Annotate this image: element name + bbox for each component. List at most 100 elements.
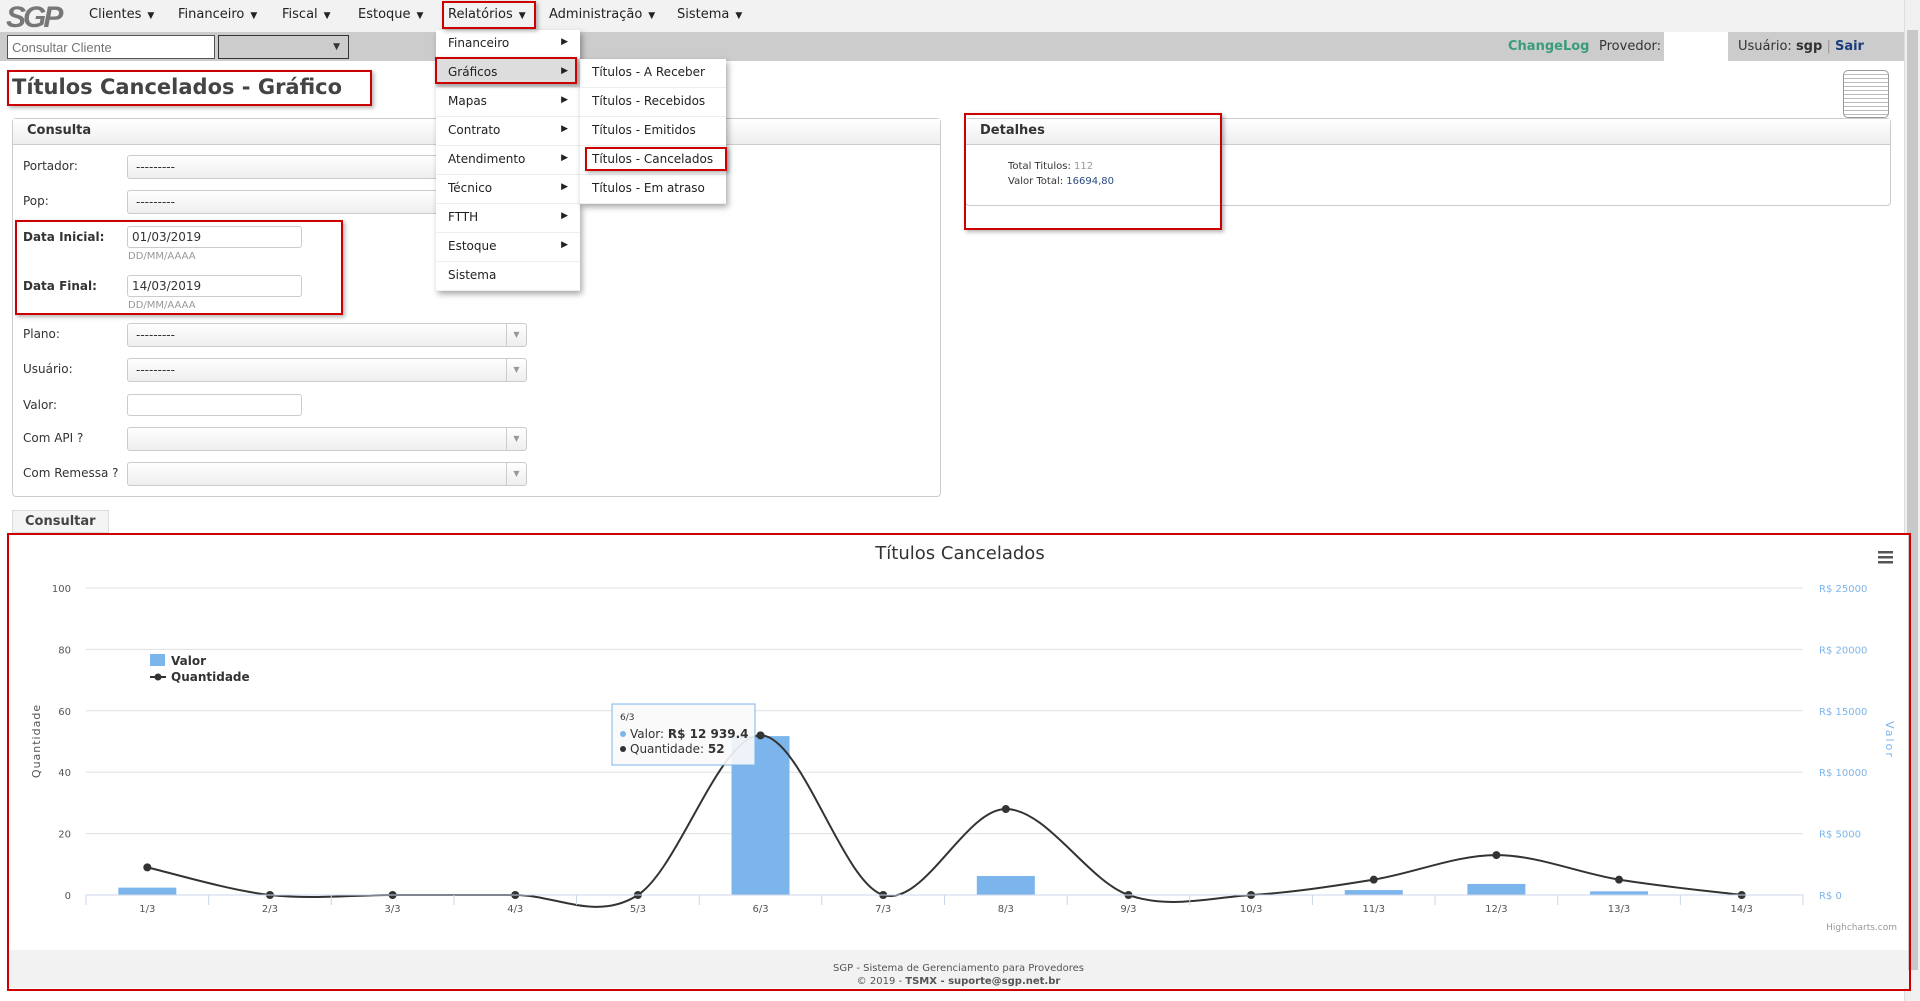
footer: SGP - Sistema de Gerenciamento para Prov…	[9, 950, 1908, 988]
chart-title: Títulos Cancelados	[874, 543, 1044, 564]
data-final-label: Data Final:	[23, 279, 97, 293]
menu-item-contrato[interactable]: Contrato ▶	[436, 117, 580, 146]
caret-right-icon: ▶	[561, 66, 568, 76]
usuario-value: ---------	[136, 363, 175, 377]
data-final-input[interactable]: 14/03/2019	[127, 275, 302, 297]
x-tick-label: 9/3	[1120, 904, 1136, 915]
sair-link[interactable]: Sair	[1834, 39, 1864, 54]
provedor-value	[1664, 32, 1728, 61]
page-title: Títulos Cancelados - Gráfico	[12, 75, 343, 99]
print-icon[interactable]	[1843, 70, 1889, 118]
caret-right-icon: ▶	[561, 211, 568, 221]
y-axis-left-title: Quantidade	[30, 704, 43, 778]
bar-valor	[976, 875, 1035, 895]
submenu-item[interactable]: Títulos - Emitidos	[580, 117, 726, 146]
legend-quantidade[interactable]: Quantidade	[171, 670, 250, 684]
menu-item-label: Técnico	[448, 181, 493, 195]
highlight-box	[442, 1, 536, 29]
plano-select[interactable]: --------- ▼	[127, 323, 527, 347]
nav-relatorios[interactable]: Relatórios ▼	[448, 7, 526, 22]
caret-down-icon: ▼	[250, 11, 258, 21]
submenu-item[interactable]: Títulos - A Receber	[580, 59, 726, 88]
tooltip-box	[611, 703, 756, 766]
portador-label: Portador:	[23, 159, 78, 173]
chevron-down-icon: ▼	[506, 428, 526, 450]
caret-right-icon: ▶	[561, 153, 568, 163]
nav-label: Fiscal	[282, 7, 318, 22]
menu-icon[interactable]	[1878, 551, 1893, 564]
submenu-item[interactable]: Títulos - Recebidos	[580, 88, 726, 117]
scrollbar-thumb[interactable]	[1907, 30, 1918, 970]
menu-item-mapas[interactable]: Mapas ▶	[436, 88, 580, 117]
y-left-tick-label: 80	[58, 645, 71, 656]
data-inicial-input[interactable]: 01/03/2019	[127, 226, 302, 248]
y-right-tick-label: R$ 20000	[1819, 645, 1867, 656]
pop-value: ---------	[136, 195, 175, 209]
caret-down-icon: ▼	[323, 11, 331, 21]
footer-copyright: © 2019 -	[856, 976, 903, 987]
y-right-tick-label: R$ 0	[1819, 891, 1842, 902]
bar-valor	[1467, 883, 1526, 895]
quantidade-point	[1615, 875, 1624, 884]
legend-valor[interactable]: Valor	[171, 654, 206, 668]
portador-value: ---------	[136, 160, 175, 174]
tooltip-valor: Valor: R$ 12 939.4	[630, 727, 749, 741]
highcharts-credits[interactable]: Highcharts.com	[1826, 923, 1897, 933]
nav-label: Estoque	[358, 7, 411, 22]
data-final-hint: DD/MM/AAAA	[128, 300, 196, 311]
nav-financeiro[interactable]: Financeiro ▼	[178, 7, 257, 22]
tooltip-valor-label: Valor:	[630, 727, 664, 741]
x-tick-label: 11/3	[1363, 904, 1385, 915]
caret-down-icon: ▼	[648, 11, 656, 21]
consultar-cliente-input[interactable]	[7, 35, 215, 59]
legend-quantidade-marker	[154, 673, 162, 681]
nav-fiscal[interactable]: Fiscal ▼	[282, 7, 331, 22]
highlight-box	[435, 57, 577, 84]
com-remessa-select[interactable]: ▼	[127, 462, 527, 486]
nav-administracao[interactable]: Administração ▼	[549, 7, 655, 22]
plano-label: Plano:	[23, 327, 60, 341]
graficos-submenu: Títulos - A Receber Títulos - Recebidos Tí…	[580, 59, 726, 204]
consultar-button[interactable]: Consultar	[12, 510, 109, 533]
menu-item-financeiro[interactable]: Financeiro ▶	[436, 30, 580, 59]
chevron-down-icon: ▼	[506, 359, 526, 381]
com-api-select[interactable]: ▼	[127, 427, 527, 451]
x-tick-label: 7/3	[875, 904, 891, 915]
menu-item-label: Sistema	[448, 268, 497, 282]
nav-clientes[interactable]: Clientes ▼	[89, 7, 154, 22]
valor-input[interactable]	[127, 394, 302, 416]
nav-label: Relatórios	[448, 7, 513, 22]
chevron-down-icon: ▼	[506, 463, 526, 485]
x-tick-label: 6/3	[752, 904, 768, 915]
provedor-label: Provedor:	[1599, 39, 1662, 54]
menu-item-tecnico[interactable]: Técnico ▶	[436, 175, 580, 204]
scrollbar[interactable]	[1904, 0, 1920, 1001]
quantidade-point	[1001, 805, 1010, 814]
y-right-tick-label: R$ 5000	[1819, 830, 1861, 841]
footer-line1: SGP - Sistema de Gerenciamento para Prov…	[833, 963, 1084, 974]
x-tick-label: 1/3	[139, 904, 155, 915]
nav-sistema[interactable]: Sistema ▼	[677, 7, 742, 22]
caret-right-icon: ▶	[561, 95, 568, 105]
menu-item-ftth[interactable]: FTTH ▶	[436, 204, 580, 233]
menu-item-atendimento[interactable]: Atendimento ▶	[436, 146, 580, 175]
submenu-item[interactable]: Títulos - Em atraso	[580, 175, 726, 204]
caret-down-icon: ▼	[147, 11, 155, 21]
x-tick-label: 2/3	[262, 904, 278, 915]
menu-item-estoque[interactable]: Estoque ▶	[436, 233, 580, 262]
nav-estoque[interactable]: Estoque ▼	[358, 7, 423, 22]
changelog-link[interactable]: ChangeLog	[1508, 39, 1590, 54]
legend-valor-swatch[interactable]	[150, 654, 165, 666]
sgp-logo[interactable]: SGP	[6, 1, 63, 34]
y-left-tick-label: 100	[52, 584, 71, 595]
usuario-select[interactable]: --------- ▼	[127, 358, 527, 382]
nav-label: Financeiro	[178, 7, 245, 22]
tooltip-category: 6/3	[620, 713, 634, 723]
chart-container: Títulos Cancelados 0 R$ 0 20 R$ 5000 40 R$ 10…	[9, 535, 1908, 988]
submenu-item[interactable]: Títulos - Cancelados	[580, 146, 726, 175]
search-type-select[interactable]: ▼	[218, 35, 349, 59]
footer-support[interactable]: TSMX - suporte@sgp.net.br	[905, 976, 1061, 987]
menu-item-label: FTTH	[448, 210, 479, 224]
menu-item-sistema[interactable]: Sistema	[436, 262, 580, 291]
x-tick-label: 3/3	[385, 904, 401, 915]
